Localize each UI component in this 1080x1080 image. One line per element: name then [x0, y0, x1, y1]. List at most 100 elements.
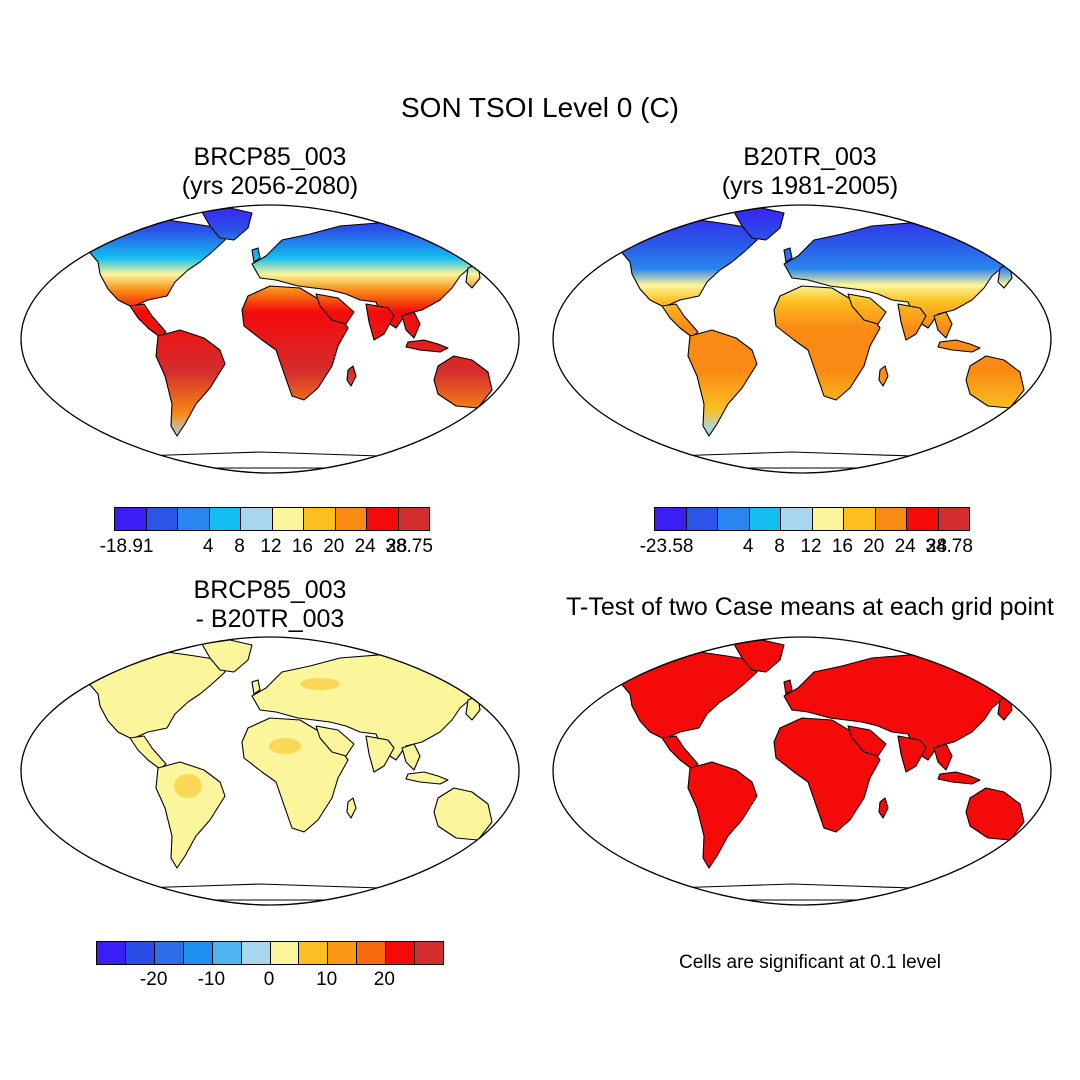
- colorbar-swatch: [781, 508, 813, 530]
- colorbar-swatch: [386, 942, 416, 964]
- landmass-uk: [783, 679, 793, 695]
- colorbar-swatch: [655, 508, 687, 530]
- colorbar-tick-label: -20: [139, 969, 168, 990]
- panel-2-title-line2: (yrs 1981-2005): [721, 171, 899, 200]
- landmass-indonesia: [937, 771, 981, 785]
- colorbar-tick-label: 24: [894, 536, 916, 557]
- landmass-arabia: [315, 293, 355, 325]
- landmass-uk: [251, 679, 261, 695]
- landmass-africa: [773, 285, 881, 401]
- difference-map: [20, 636, 520, 906]
- colorbar-tick-label: 4: [742, 536, 754, 557]
- figure-title: SON TSOI Level 0 (C): [400, 92, 679, 123]
- landmass-greenland: [201, 639, 253, 673]
- significance-note: Cells are significant at 0.1 level: [679, 952, 941, 973]
- future-soil-temperature-map: [20, 204, 520, 474]
- colorbar-swatch: [907, 508, 939, 530]
- colorbar-swatch: [178, 508, 210, 530]
- landmass-se-asia: [401, 743, 421, 771]
- landmass-new-zealand: [504, 403, 514, 423]
- colorbar-tick-label: 28: [386, 536, 408, 557]
- landmass-indonesia: [405, 771, 449, 785]
- colorbar-swatch: [125, 942, 155, 964]
- colorbar-tick-label: 0: [263, 969, 275, 990]
- colorbar-tick-label: 8: [774, 536, 785, 557]
- landmass-australia: [433, 787, 493, 841]
- map-border: [20, 636, 520, 906]
- landmass-uk: [251, 247, 261, 263]
- colorbar-swatch: [183, 942, 213, 964]
- landmass-madagascar: [346, 365, 357, 387]
- colorbar-tick-label: 16: [831, 536, 853, 557]
- landmass-south-america: [687, 761, 758, 869]
- panel-3-title: BRCP85_003 - B20TR_003: [90, 576, 450, 634]
- colorbar-tick-label: 12: [800, 536, 822, 557]
- panel-4-title: T-Test of two Case means at each grid po…: [540, 593, 1080, 622]
- landmass-new-zealand: [1036, 403, 1046, 423]
- colorbar-tick-label: 24: [354, 536, 376, 557]
- colorbar-1: [114, 507, 430, 531]
- landmass-africa: [241, 285, 349, 401]
- warmer-patch: [174, 774, 202, 798]
- landmass-eurasia: [783, 221, 1023, 329]
- colorbar-swatch: [304, 508, 336, 530]
- landmass-arabia: [315, 725, 355, 757]
- colorbar-swatch: [146, 508, 178, 530]
- warmer-patch: [269, 738, 301, 754]
- landmass-australia: [433, 355, 493, 409]
- historical-soil-temperature-map: [552, 204, 1052, 474]
- colorbar-3: [96, 941, 444, 965]
- panel-1-title-line1: BRCP85_003: [193, 143, 347, 171]
- colorbar-swatch: [241, 942, 271, 964]
- landmass-se-asia: [401, 311, 421, 339]
- landmass-australia: [965, 355, 1025, 409]
- colorbar-tick-label: -23.58: [639, 536, 694, 557]
- colorbar-swatch: [812, 508, 844, 530]
- colorbar-swatch: [686, 508, 718, 530]
- landmass-eurasia: [251, 221, 491, 329]
- colorbar-swatch: [97, 942, 126, 964]
- colorbar-swatch: [367, 508, 399, 530]
- colorbar-swatch: [844, 508, 876, 530]
- map-border: [552, 204, 1052, 474]
- colorbar-tick-label: 8: [234, 536, 245, 557]
- landmass-greenland: [201, 207, 253, 241]
- landmass-indonesia: [937, 339, 981, 353]
- panel-3-title-line1: BRCP85_003: [193, 576, 347, 604]
- colorbar-swatch: [212, 942, 242, 964]
- panel-1-title-line2: (yrs 2056-2080): [181, 171, 359, 200]
- colorbar-swatch: [938, 508, 969, 530]
- panel-2-title: B20TR_003 (yrs 1981-2005): [630, 143, 990, 201]
- landmass-antarctica: [611, 451, 993, 469]
- colorbar-swatch: [398, 508, 429, 530]
- colorbar-swatch: [299, 942, 329, 964]
- colorbar-swatch: [875, 508, 907, 530]
- map-border: [552, 636, 1052, 906]
- landmass-greenland: [733, 207, 785, 241]
- colorbar-tick-label: 4: [202, 536, 214, 557]
- colorbar-3-labels: -20 -10 0 10 20: [96, 969, 442, 995]
- colorbar-swatch: [209, 508, 241, 530]
- landmass-africa: [241, 717, 349, 833]
- colorbar-swatch: [335, 508, 367, 530]
- landmass-india: [365, 735, 395, 773]
- landmass-south-america: [687, 329, 758, 437]
- landmass-madagascar: [346, 797, 357, 819]
- colorbar-tick-label: -18.91: [99, 536, 154, 557]
- colorbar-swatch: [272, 508, 304, 530]
- warmer-patch: [300, 678, 340, 690]
- colorbar-swatch: [749, 508, 781, 530]
- landmass-new-zealand: [1036, 835, 1046, 855]
- colorbar-tick-label: 20: [863, 536, 885, 557]
- colorbar-tick-label: -10: [197, 969, 226, 990]
- colorbar-swatch: [241, 508, 273, 530]
- landmass-antarctica: [611, 883, 993, 901]
- landmass-africa: [773, 717, 881, 833]
- colorbar-tick-label: 10: [316, 969, 338, 990]
- landmass-south-america: [155, 761, 226, 869]
- landmass-uk: [783, 247, 793, 263]
- colorbar-swatch: [415, 942, 444, 964]
- panel-1-title: BRCP85_003 (yrs 2056-2080): [90, 143, 450, 201]
- landmass-indonesia: [405, 339, 449, 353]
- colorbar-tick-label: 20: [373, 969, 395, 990]
